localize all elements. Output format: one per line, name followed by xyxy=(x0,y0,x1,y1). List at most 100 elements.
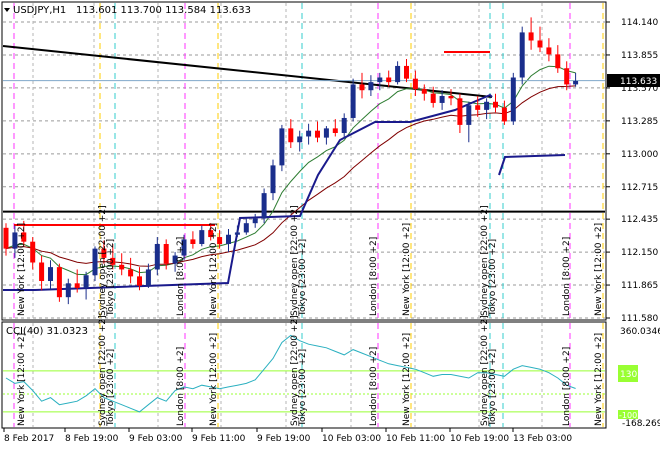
candle-body xyxy=(48,267,53,281)
cci-upper-level-marker xyxy=(618,365,638,382)
cci-lower-level-marker xyxy=(618,410,638,419)
time-tick-label: 10 Feb 11:00 xyxy=(386,434,445,444)
session-label: New York [12:00 +2] xyxy=(594,333,604,426)
session-label: London [8:00 +2] xyxy=(176,237,186,316)
candle-body xyxy=(519,32,525,78)
slow-moving-average xyxy=(5,85,576,267)
candle-body xyxy=(421,89,427,94)
candle-body xyxy=(457,98,463,125)
candle-body xyxy=(252,218,258,224)
session-labels: New York [12:00 +2] New York [12:00 +2] Sy… xyxy=(17,205,604,427)
candle-body xyxy=(510,77,516,122)
candle-body xyxy=(564,68,570,85)
session-label: Tokyo [23:00 +2] xyxy=(298,239,308,317)
candle-body xyxy=(128,269,134,277)
candle-body xyxy=(279,128,285,166)
candle-body xyxy=(395,65,401,83)
cci-upper-level-label: 130 xyxy=(620,370,637,380)
candle-body xyxy=(270,165,276,194)
session-label: Tokyo [23:00 +2] xyxy=(106,349,116,427)
time-tick-label: 9 Feb 19:00 xyxy=(257,434,311,444)
session-label: Tokyo [23:00 +2] xyxy=(106,239,116,317)
session-label: Tokyo [23:00 +2] xyxy=(298,349,308,427)
session-label: New York [12:00 +2] xyxy=(402,223,412,316)
time-tick-label: 9 Feb 11:00 xyxy=(192,434,246,444)
cci-label: CCI(40) 31.0323 xyxy=(6,326,88,337)
candle-body xyxy=(101,248,107,258)
session-label: London [8:00 +2] xyxy=(176,347,186,426)
trend-stepped-line xyxy=(498,154,566,176)
price-tick-label: 111.865 xyxy=(621,281,658,291)
price-axis: 114.140 113.855 113.570 113.285 113.000 112.7… xyxy=(606,18,658,324)
price-tick-label: 112.435 xyxy=(621,215,658,225)
candle-body xyxy=(172,255,178,264)
candle-body xyxy=(332,128,338,133)
candle-body xyxy=(537,40,543,48)
candle-body xyxy=(359,84,365,91)
current-price-label: 113.633 xyxy=(620,77,657,87)
candle-body xyxy=(234,232,240,235)
time-tick-label: 13 Feb 03:00 xyxy=(513,434,572,444)
fast-moving-average xyxy=(5,65,576,276)
ohlc-readout: 113.601 113.700 113.584 113.633 xyxy=(76,5,251,16)
candle-body xyxy=(430,93,436,103)
candle-body xyxy=(448,96,454,99)
session-label: Sydney open [22:00 +2] xyxy=(290,315,300,426)
candle-body xyxy=(439,96,445,103)
time-tick-label: 8 Feb 19:00 xyxy=(65,434,119,444)
candle-body xyxy=(208,230,214,238)
candle-body xyxy=(56,267,62,298)
candle-body xyxy=(163,244,169,264)
candle-body xyxy=(181,239,187,256)
candle-body xyxy=(501,107,507,122)
candle-body xyxy=(323,128,329,138)
candle-body xyxy=(137,276,142,286)
session-label: New York [12:00 +2] xyxy=(17,223,27,316)
candle-body xyxy=(92,248,98,276)
candle-body xyxy=(12,232,18,249)
session-label: Sydney open [22:00 +2] xyxy=(480,315,490,426)
candle-body xyxy=(21,232,27,242)
price-tick-label: 113.570 xyxy=(621,84,658,94)
candle-body xyxy=(341,117,347,133)
session-label: New York [12:00 +2] xyxy=(209,223,219,316)
session-label: New York [12:00 +2] xyxy=(594,223,604,316)
symbol-label: USDJPY,H1 xyxy=(13,5,66,16)
candle-body xyxy=(65,283,71,298)
candle-body xyxy=(297,136,303,143)
candle-body xyxy=(190,239,196,244)
cci-indicator xyxy=(3,334,605,413)
session-label: Sydney open [22:00 +2] xyxy=(98,315,108,426)
cci-min-label: -168.2692 xyxy=(622,419,660,429)
candle-body xyxy=(573,80,579,85)
candle-body xyxy=(377,77,383,83)
candle-body xyxy=(154,244,160,270)
candle-body xyxy=(412,78,418,90)
session-label: New York [12:00 +2] xyxy=(402,333,412,426)
candle-body xyxy=(30,241,36,263)
time-tick-label: 10 Feb 19:00 xyxy=(450,434,509,444)
candle-body xyxy=(110,257,116,265)
candle-body xyxy=(243,223,249,233)
candle-body xyxy=(119,264,125,270)
candle-body xyxy=(217,237,223,244)
candle-body xyxy=(386,77,392,83)
candle-body xyxy=(484,101,490,110)
candle-body xyxy=(315,130,320,138)
cci-lower-level-label: -100 xyxy=(619,411,637,420)
session-label: London [8:00 +2] xyxy=(369,237,379,316)
candle-body xyxy=(528,32,534,41)
price-tick-label: 112.715 xyxy=(621,183,658,193)
candle-body xyxy=(83,275,89,288)
session-label: New York [12:00 +2] xyxy=(209,333,219,426)
triangle-down-icon[interactable] xyxy=(4,8,10,12)
candle-body xyxy=(74,283,80,288)
candle-body xyxy=(404,65,409,79)
price-tick-label: 112.150 xyxy=(621,248,658,258)
session-label: London [8:00 +2] xyxy=(369,347,379,426)
candle-body xyxy=(3,227,9,249)
time-axis: 8 Feb 2017 8 Feb 19:00 9 Feb 03:00 9 Feb 11… xyxy=(3,428,572,444)
candle-body xyxy=(368,82,374,91)
price-tick-label: 113.855 xyxy=(621,51,658,61)
